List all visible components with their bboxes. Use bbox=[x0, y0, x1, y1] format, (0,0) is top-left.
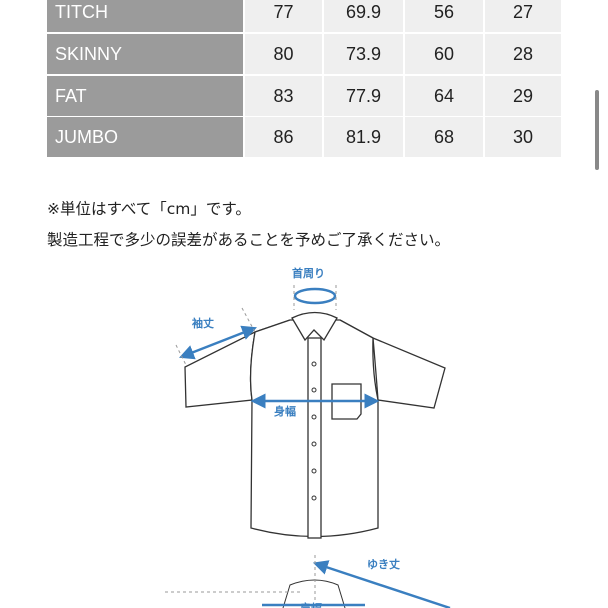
table-row: SKINNY 80 73.9 60 28 bbox=[47, 34, 561, 74]
cell: 64 bbox=[405, 76, 483, 116]
cell: 28 bbox=[485, 34, 561, 74]
row-name: TITCH bbox=[47, 0, 243, 32]
row-name: FAT bbox=[47, 76, 243, 116]
unit-note: ※単位はすべて「cm」です。 bbox=[47, 200, 251, 218]
cell: 60 bbox=[405, 34, 483, 74]
chest-label: 身幅 bbox=[274, 404, 296, 418]
cell: 30 bbox=[485, 117, 561, 157]
cell: 77.9 bbox=[324, 76, 403, 116]
neck-label: 首周り bbox=[292, 266, 325, 280]
cell: 86 bbox=[245, 117, 322, 157]
disclaimer-note: 製造工程で多少の誤差があることを予めご了承ください。 bbox=[47, 231, 451, 249]
yuki-label: ゆき丈 bbox=[367, 557, 400, 571]
table-row: TITCH 77 69.9 56 27 bbox=[47, 0, 561, 32]
table-row: FAT 83 77.9 64 29 bbox=[47, 76, 561, 116]
row-name: SKINNY bbox=[47, 34, 243, 74]
cell: 83 bbox=[245, 76, 322, 116]
cell: 27 bbox=[485, 0, 561, 32]
cell: 29 bbox=[485, 76, 561, 116]
sleeve-label: 袖丈 bbox=[192, 316, 214, 330]
table-row: JUMBO 86 81.9 68 30 bbox=[47, 117, 561, 157]
shoulder-label: 肩幅 bbox=[300, 601, 322, 608]
cell: 77 bbox=[245, 0, 322, 32]
cell: 56 bbox=[405, 0, 483, 32]
cell: 73.9 bbox=[324, 34, 403, 74]
scrollbar[interactable] bbox=[595, 90, 599, 170]
cell: 69.9 bbox=[324, 0, 403, 32]
cell: 80 bbox=[245, 34, 322, 74]
cell: 81.9 bbox=[324, 117, 403, 157]
row-name: JUMBO bbox=[47, 117, 243, 157]
cell: 68 bbox=[405, 117, 483, 157]
